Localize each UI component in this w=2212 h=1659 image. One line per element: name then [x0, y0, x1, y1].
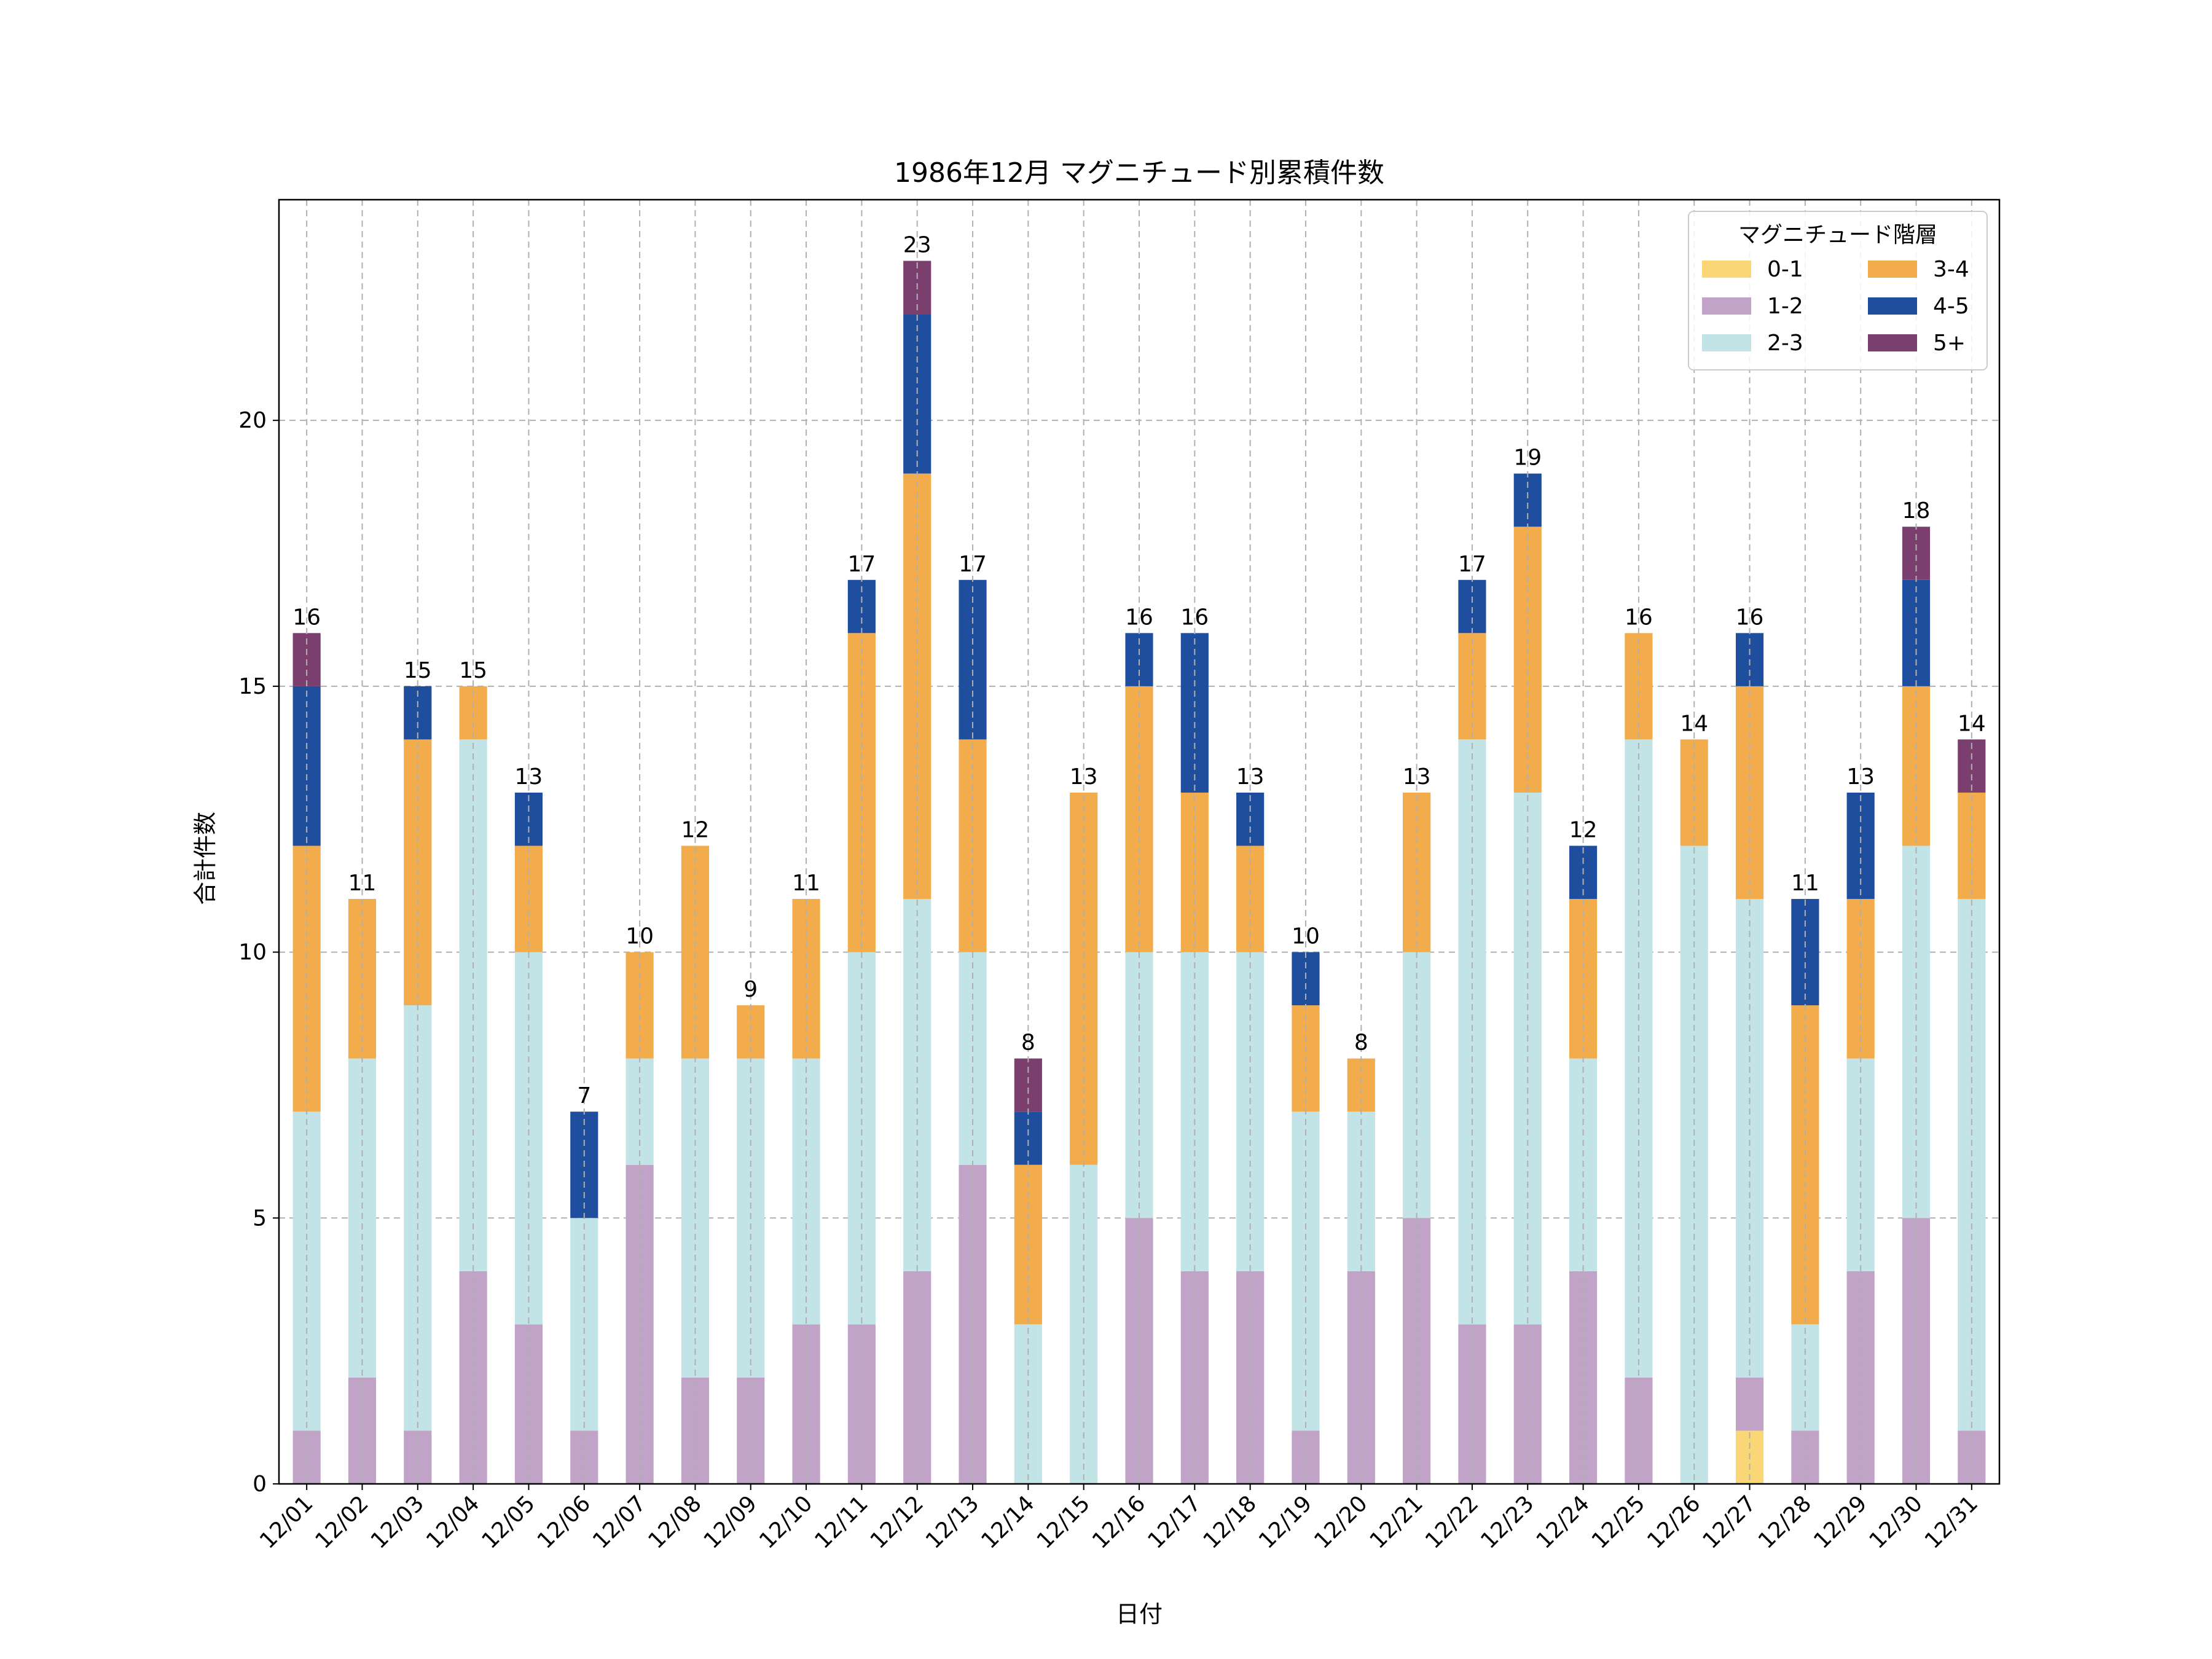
bar-segment-1-2: [1846, 1271, 1875, 1484]
bar-segment-1-2: [1569, 1271, 1598, 1484]
bar-total-label: 7: [577, 1083, 591, 1108]
bar-total-label: 14: [1958, 711, 1986, 736]
bar-total-label: 23: [903, 233, 931, 258]
legend-swatch-0-1: [1702, 261, 1751, 278]
legend-label-1-2: 1-2: [1767, 294, 1803, 319]
bar-segment-1-2: [1347, 1271, 1375, 1484]
y-tick-label: 0: [253, 1472, 267, 1497]
legend-title: マグニチュード階層: [1738, 222, 1937, 248]
bar-total-label: 9: [743, 977, 758, 1002]
bar-total-label: 17: [847, 552, 876, 577]
y-tick-label: 20: [238, 408, 267, 433]
bar-total-label: 11: [348, 871, 377, 896]
y-axis-title: 合計件数: [192, 812, 219, 905]
bar-total-label: 16: [1736, 605, 1764, 630]
legend-box: [1688, 211, 1988, 371]
y-tick-label: 5: [253, 1206, 267, 1231]
legend-swatch-1-2: [1702, 297, 1751, 315]
bar-total-label: 13: [1236, 764, 1265, 790]
y-tick-label: 10: [238, 940, 267, 965]
legend-label-2-3: 2-3: [1767, 331, 1803, 356]
bar-total-label: 13: [1403, 764, 1431, 790]
bar-segment-1-2: [1180, 1271, 1209, 1484]
bar-total-label: 16: [1180, 605, 1209, 630]
bar-segment-3-4: [1735, 686, 1764, 900]
bar-total-label: 15: [404, 658, 432, 683]
labels-layer: 16 11 15 15 13 7 10 12 9 11 17 23 17 8 13 16 16 13 10 8 13 17…: [292, 200, 1986, 1484]
bar-segment-3-4: [959, 739, 987, 952]
legend-swatch-5+: [1868, 334, 1917, 351]
bar-total-label: 16: [292, 605, 321, 630]
bar-total-label: 18: [1902, 498, 1931, 524]
bar-segment-2-3: [903, 899, 931, 1271]
bar-total-label: 11: [1791, 871, 1819, 896]
plot-frame: [278, 198, 2001, 1485]
bar-total-label: 10: [1292, 924, 1320, 949]
bar-total-label: 12: [1569, 817, 1598, 842]
bar-total-label: 19: [1513, 445, 1542, 471]
bar-total-label: 16: [1625, 605, 1653, 630]
legend-swatch-3-4: [1868, 261, 1917, 278]
bar-segment-2-3: [514, 952, 543, 1325]
legend-label-5+: 5+: [1933, 331, 1966, 356]
bar-total-label: 13: [1070, 764, 1098, 790]
y-tick-label: 15: [238, 674, 267, 699]
x-axis-title: 日付: [1116, 1601, 1163, 1628]
bar-total-label: 14: [1680, 711, 1708, 736]
bar-total-label: 16: [1125, 605, 1153, 630]
bar-segment-1-2: [1236, 1271, 1265, 1484]
bar-segment-1-2: [903, 1271, 931, 1484]
legend-swatch-4-5: [1868, 297, 1917, 315]
bar-segment-1-2: [459, 1271, 487, 1484]
legend: マグニチュード階層 0-1 1-2 2-3 3-4 4-5 5+: [1688, 211, 1988, 371]
bar-segment-2-3: [847, 952, 876, 1325]
legend-label-0-1: 0-1: [1767, 257, 1803, 282]
chart-title: 1986年12月 マグニチュード別累積件数: [894, 157, 1384, 189]
bar-total-label: 17: [1458, 552, 1486, 577]
bar-total-label: 12: [681, 817, 710, 842]
bar-total-label: 13: [515, 764, 543, 790]
legend-label-3-4: 3-4: [1933, 257, 1969, 282]
bar-total-label: 11: [792, 871, 820, 896]
bar-total-label: 8: [1021, 1030, 1035, 1056]
legend-swatch-2-3: [1702, 334, 1751, 351]
bar-total-label: 10: [626, 924, 654, 949]
bar-total-label: 17: [959, 552, 987, 577]
bars-layer: [292, 261, 1986, 1484]
bar-segment-2-3: [1125, 952, 1153, 1218]
bar-total-label: 13: [1846, 764, 1875, 790]
legend-label-4-5: 4-5: [1933, 294, 1969, 319]
bar-total-label: 8: [1354, 1030, 1368, 1056]
bar-total-label: 15: [459, 658, 487, 683]
bar-segment-2-3: [1735, 899, 1764, 1378]
bar-segment-2-3: [1403, 952, 1431, 1218]
